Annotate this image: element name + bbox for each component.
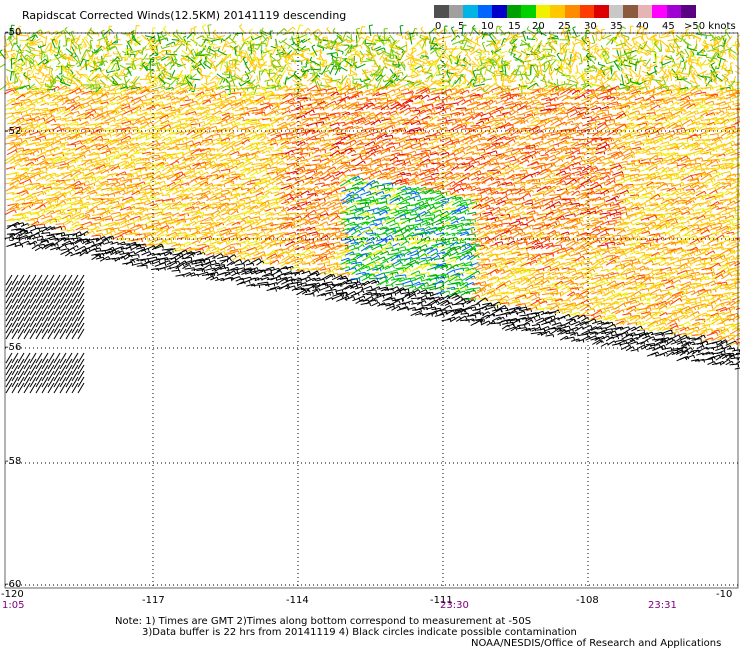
colorbar-swatch bbox=[550, 5, 566, 18]
colorbar-label-0: 0 bbox=[435, 21, 442, 32]
wind-speed-colorbar: 0 5 10 15 20 25 30 35 40 45 >50 knots bbox=[434, 5, 736, 35]
colorbar-swatch bbox=[463, 5, 479, 18]
lat-label-56: -56 bbox=[5, 342, 22, 353]
colorbar-label-45: 45 bbox=[662, 21, 675, 32]
wind-vector-map bbox=[0, 24, 740, 589]
note-line-2: 3)Data buffer is 22 hrs from 20141119 4)… bbox=[142, 627, 577, 638]
lon-label-114: -114 bbox=[286, 595, 309, 606]
note-line-3: NOAA/NESDIS/Office of Research and Appli… bbox=[471, 638, 722, 649]
time-label-mid: 23:30 bbox=[440, 600, 469, 611]
colorbar-swatch bbox=[448, 5, 464, 18]
lon-label-117: -117 bbox=[142, 595, 165, 606]
colorbar-swatch bbox=[623, 5, 639, 18]
colorbar-swatch bbox=[608, 5, 624, 18]
lon-label-10: -10 bbox=[716, 589, 733, 600]
colorbar-label-20: 20 bbox=[532, 21, 545, 32]
time-label-right: 23:31 bbox=[648, 600, 677, 611]
lat-label-60: -60 bbox=[5, 579, 22, 590]
colorbar-swatch bbox=[637, 5, 653, 18]
map-title: Rapidscat Corrected Winds(12.5KM) 201411… bbox=[22, 9, 347, 22]
lat-lon-grid bbox=[4, 32, 740, 589]
colorbar-swatch bbox=[579, 5, 595, 18]
colorbar-swatch bbox=[492, 5, 508, 18]
colorbar-label-5: 5 bbox=[458, 21, 465, 32]
colorbar-swatch bbox=[535, 5, 551, 18]
colorbar-label-10: 10 bbox=[481, 21, 494, 32]
colorbar-swatch bbox=[434, 5, 450, 18]
colorbar-label-35: 35 bbox=[610, 21, 623, 32]
map-frame bbox=[4, 32, 739, 589]
time-label-left: 1:05 bbox=[2, 600, 25, 611]
colorbar-label-30: 30 bbox=[584, 21, 597, 32]
lon-label-120: -120 bbox=[1, 589, 24, 600]
colorbar-swatch bbox=[565, 5, 581, 18]
colorbar-swatch bbox=[477, 5, 493, 18]
lat-label-50: -50 bbox=[5, 27, 22, 38]
wind-swath bbox=[0, 24, 740, 394]
lon-label-108: -108 bbox=[576, 595, 599, 606]
colorbar-label-15: 15 bbox=[508, 21, 521, 32]
note-line-1: Note: 1) Times are GMT 2)Times along bot… bbox=[115, 616, 532, 627]
lat-label-54: -54 bbox=[5, 233, 22, 244]
colorbar-label-50plus: >50 knots bbox=[684, 21, 736, 32]
lon-label-111: -111 bbox=[430, 595, 453, 606]
colorbar-label-25: 25 bbox=[558, 21, 571, 32]
colorbar-swatch bbox=[652, 5, 668, 18]
colorbar-swatch bbox=[594, 5, 610, 18]
lat-label-52: -52 bbox=[5, 126, 22, 137]
colorbar-swatch bbox=[666, 5, 682, 18]
colorbar-swatch bbox=[521, 5, 537, 18]
colorbar-swatch bbox=[681, 5, 697, 18]
colorbar-swatch bbox=[506, 5, 522, 18]
lat-label-58: -58 bbox=[5, 456, 22, 467]
